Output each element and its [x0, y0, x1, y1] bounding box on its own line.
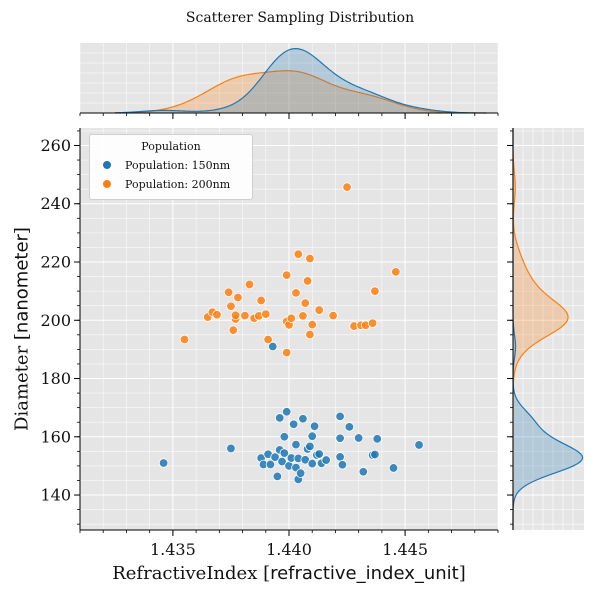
point-150nm: [298, 414, 308, 424]
point-200nm: [240, 310, 250, 321]
scatter-points: [158, 182, 424, 485]
point-200nm: [179, 334, 190, 345]
legend-marker-150nm: [102, 160, 112, 170]
point-150nm: [335, 411, 345, 422]
point-200nm: [305, 253, 315, 264]
point-200nm: [226, 301, 236, 311]
point-150nm: [307, 431, 317, 441]
point-150nm: [281, 407, 292, 417]
legend-item-150nm: Population: 150nm: [102, 158, 230, 172]
point-200nm: [293, 249, 303, 259]
point-200nm: [305, 329, 315, 340]
top-kde-line-200nm: [114, 70, 487, 114]
point-200nm: [261, 309, 271, 319]
point-200nm: [342, 182, 352, 192]
point-200nm: [223, 287, 234, 297]
point-200nm: [391, 267, 401, 277]
point-150nm: [277, 456, 287, 467]
legend-item-200nm: Population: 200nm: [102, 177, 230, 191]
point-200nm: [314, 305, 324, 315]
point-200nm: [281, 270, 292, 280]
point-200nm: [328, 310, 338, 321]
x-tick-label: 1.435: [150, 540, 196, 559]
point-200nm: [244, 279, 255, 290]
point-200nm: [233, 292, 243, 303]
right-marginal-panel: [513, 128, 584, 530]
point-150nm: [335, 452, 345, 462]
chart-title: Scatterer Sampling Distribution: [185, 10, 415, 26]
point-200nm: [256, 295, 266, 306]
y-tick-label: 240: [40, 194, 71, 213]
legend-marker-200nm: [102, 179, 112, 189]
point-150nm: [372, 434, 382, 444]
point-150nm: [295, 468, 306, 478]
right-kde-fill-200nm: [513, 128, 569, 530]
point-150nm: [279, 432, 290, 442]
point-200nm: [228, 325, 238, 335]
point-150nm: [291, 439, 301, 450]
y-tick-label: 160: [40, 427, 71, 446]
point-150nm: [370, 449, 380, 460]
point-150nm: [353, 433, 364, 443]
point-150nm: [321, 455, 331, 465]
point-200nm: [370, 286, 380, 296]
point-150nm: [388, 463, 399, 473]
point-150nm: [337, 460, 348, 470]
point-150nm: [158, 458, 169, 468]
y-axis-label: Diameter [nanometer]: [11, 227, 33, 431]
point-150nm: [288, 419, 299, 429]
y-tick-label: 200: [40, 311, 71, 330]
point-200nm: [230, 310, 241, 321]
point-150nm: [305, 441, 315, 452]
point-200nm: [298, 311, 308, 321]
point-150nm: [275, 413, 285, 423]
top-kde-fill-150nm: [114, 48, 487, 113]
point-200nm: [212, 310, 222, 320]
legend-title: Population: [141, 140, 201, 153]
point-200nm: [281, 347, 292, 358]
legend-label-200nm: Population: 200nm: [125, 177, 231, 191]
point-150nm: [272, 471, 283, 482]
point-200nm: [291, 288, 301, 298]
point-150nm: [358, 467, 369, 477]
x-axis-label: RefractiveIndex [refractive_index_unit]: [112, 563, 466, 584]
point-150nm: [307, 458, 317, 469]
point-200nm: [307, 319, 317, 330]
point-200nm: [286, 313, 297, 323]
point-150nm: [344, 422, 355, 432]
point-150nm: [335, 433, 345, 443]
point-150nm: [226, 443, 236, 454]
point-200nm: [367, 318, 378, 328]
top-marginal-kde: [114, 47, 487, 114]
point-200nm: [302, 276, 313, 286]
point-150nm: [314, 449, 324, 459]
y-tick-label: 260: [40, 136, 71, 155]
right-kde-fill-150nm: [513, 128, 583, 530]
y-tick-label: 180: [40, 369, 71, 388]
point-150nm: [265, 459, 276, 470]
point-200nm: [263, 334, 273, 345]
axis-ticks: 1.435 1.440 1.445 140 160 180 200 220 240 260: [40, 113, 513, 559]
legend-label-150nm: Population: 150nm: [125, 158, 231, 172]
y-tick-label: 140: [40, 486, 71, 505]
x-tick-label: 1.440: [266, 540, 312, 559]
x-tick-label: 1.445: [382, 540, 428, 559]
point-150nm: [279, 448, 290, 458]
point-150nm: [268, 341, 278, 352]
legend: Population Population: 150nm Population:…: [89, 134, 253, 200]
point-150nm: [309, 421, 320, 431]
y-tick-label: 220: [40, 253, 71, 272]
point-200nm: [300, 298, 310, 308]
top-kde-line-150nm: [114, 47, 487, 114]
point-150nm: [270, 452, 280, 462]
point-150nm: [414, 440, 424, 450]
